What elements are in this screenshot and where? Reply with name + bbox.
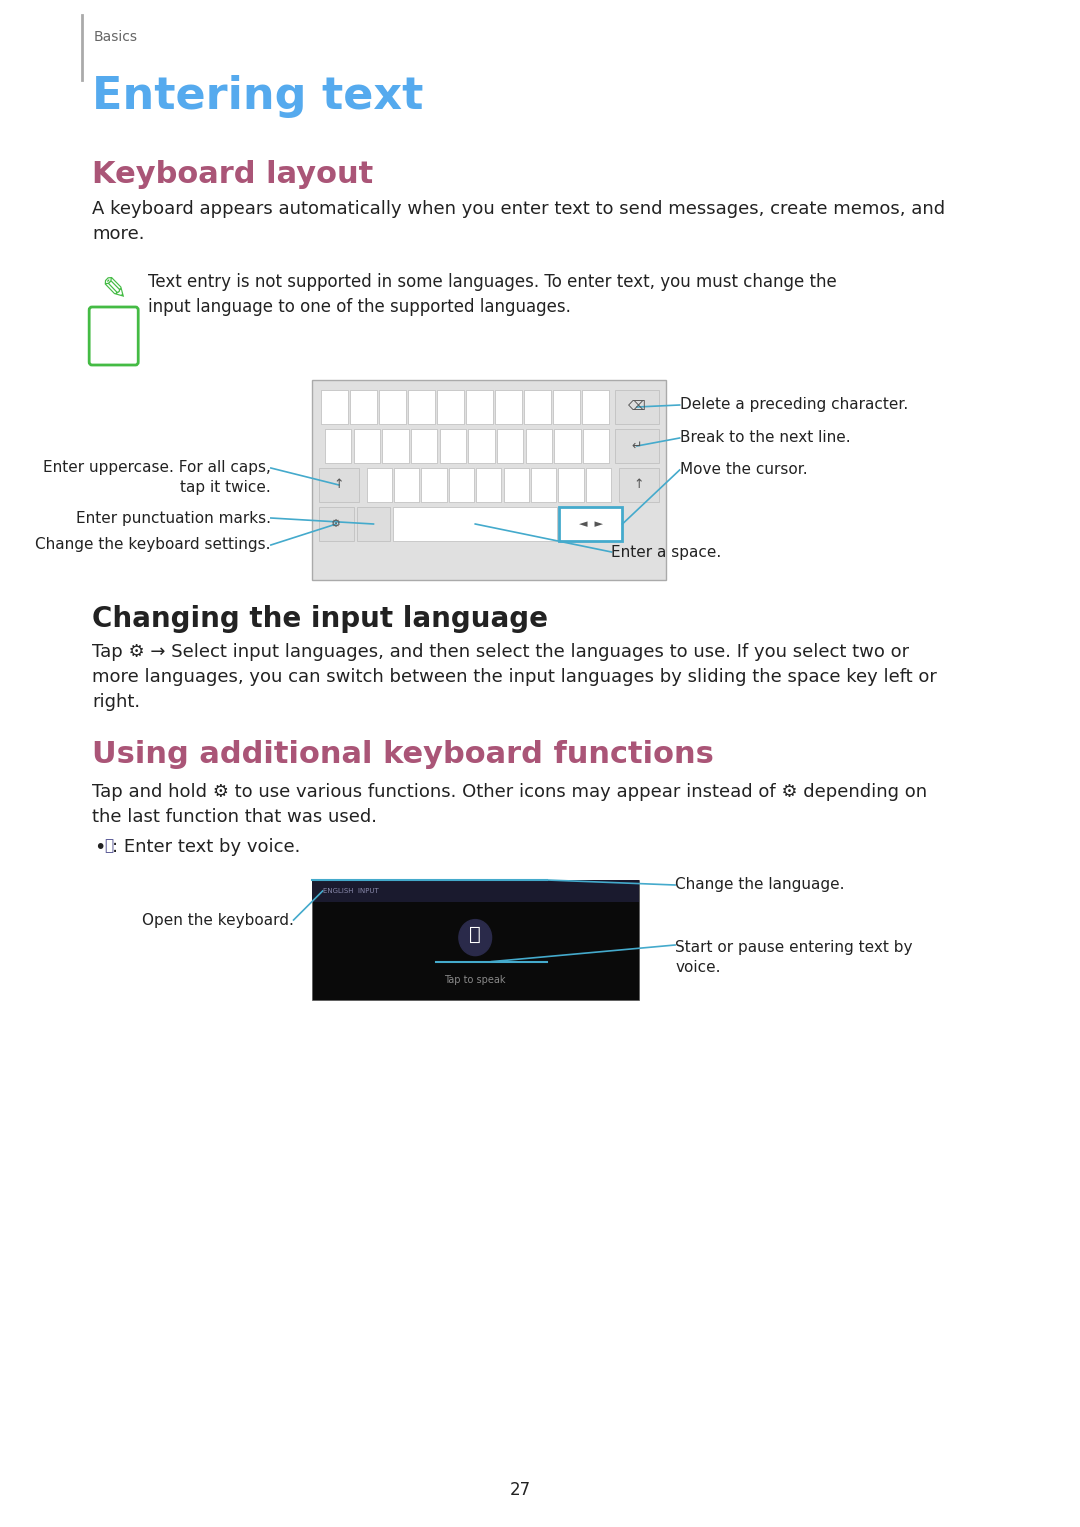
Bar (379, 389, 406, 425)
Text: Keyboard layout: Keyboard layout (92, 160, 374, 189)
Bar (503, 467, 529, 502)
Text: Text entry is not supported in some languages. To enter text, you must change th: Text entry is not supported in some lang… (148, 273, 837, 316)
Text: Enter uppercase. For all caps,
tap it twice.: Enter uppercase. For all caps, tap it tw… (43, 460, 271, 495)
Text: ✎: ✎ (100, 275, 126, 304)
Bar (367, 467, 392, 502)
Text: ⌫: ⌫ (629, 400, 646, 414)
Bar (526, 429, 552, 463)
Bar (558, 467, 583, 502)
Text: Open the keyboard.: Open the keyboard. (141, 913, 294, 927)
Bar (357, 507, 390, 541)
Text: ↑: ↑ (634, 478, 644, 492)
Text: Change the language.: Change the language. (675, 878, 845, 892)
Text: 27: 27 (510, 1481, 531, 1500)
Bar (449, 467, 474, 502)
Bar (421, 467, 447, 502)
Bar (586, 467, 611, 502)
Bar (583, 429, 609, 463)
Text: ↵: ↵ (632, 440, 643, 452)
Bar (393, 507, 557, 541)
Bar (353, 429, 380, 463)
Text: Tap to speak: Tap to speak (445, 974, 507, 985)
Bar (312, 880, 638, 902)
Text: Entering text: Entering text (92, 75, 423, 118)
Text: 🎤: 🎤 (105, 838, 113, 854)
Text: : Enter text by voice.: : Enter text by voice. (112, 838, 300, 857)
Bar (437, 389, 464, 425)
Bar (469, 429, 495, 463)
FancyBboxPatch shape (90, 307, 138, 365)
Text: ENGLISH  INPUT: ENGLISH INPUT (323, 889, 378, 893)
Bar (619, 467, 659, 502)
Bar (558, 507, 622, 541)
Text: Tap ⚙ → Select input languages, and then select the languages to use. If you sel: Tap ⚙ → Select input languages, and then… (92, 643, 936, 712)
Bar (325, 429, 351, 463)
Bar (319, 507, 353, 541)
Bar (312, 880, 638, 1000)
Text: Using additional keyboard functions: Using additional keyboard functions (92, 741, 714, 770)
Text: Changing the input language: Changing the input language (92, 605, 548, 634)
Text: Enter a space.: Enter a space. (611, 545, 721, 559)
Bar (497, 429, 523, 463)
Text: •: • (94, 838, 105, 857)
Bar (553, 389, 580, 425)
Bar (531, 467, 556, 502)
Bar (321, 389, 348, 425)
Text: Tap and hold ⚙ to use various functions. Other icons may appear instead of ⚙ dep: Tap and hold ⚙ to use various functions.… (92, 783, 927, 826)
Circle shape (459, 919, 491, 956)
Bar (467, 389, 494, 425)
Text: ↑: ↑ (334, 478, 345, 492)
Text: A keyboard appears automatically when you enter text to send messages, create me: A keyboard appears automatically when yo… (92, 200, 945, 243)
Text: Break to the next line.: Break to the next line. (679, 431, 850, 446)
Bar (350, 389, 377, 425)
Bar (408, 389, 435, 425)
Text: Start or pause entering text by
voice.: Start or pause entering text by voice. (675, 941, 913, 974)
Text: ⚙: ⚙ (332, 519, 341, 528)
Bar (319, 467, 359, 502)
Text: ◄  ►: ◄ ► (579, 519, 603, 528)
Bar (554, 429, 581, 463)
Text: Move the cursor.: Move the cursor. (679, 463, 807, 478)
Bar (496, 389, 522, 425)
Bar (410, 429, 437, 463)
Text: 🎤: 🎤 (470, 924, 481, 944)
Bar (440, 429, 465, 463)
Bar (525, 389, 551, 425)
Bar (582, 389, 609, 425)
Bar (476, 467, 501, 502)
Text: Change the keyboard settings.: Change the keyboard settings. (36, 538, 271, 553)
Bar (312, 380, 666, 580)
Bar (616, 389, 659, 425)
Bar (382, 429, 408, 463)
Text: Basics: Basics (94, 31, 138, 44)
Bar (394, 467, 419, 502)
Text: Delete a preceding character.: Delete a preceding character. (679, 397, 908, 412)
Bar (616, 429, 659, 463)
Text: Enter punctuation marks.: Enter punctuation marks. (76, 510, 271, 525)
